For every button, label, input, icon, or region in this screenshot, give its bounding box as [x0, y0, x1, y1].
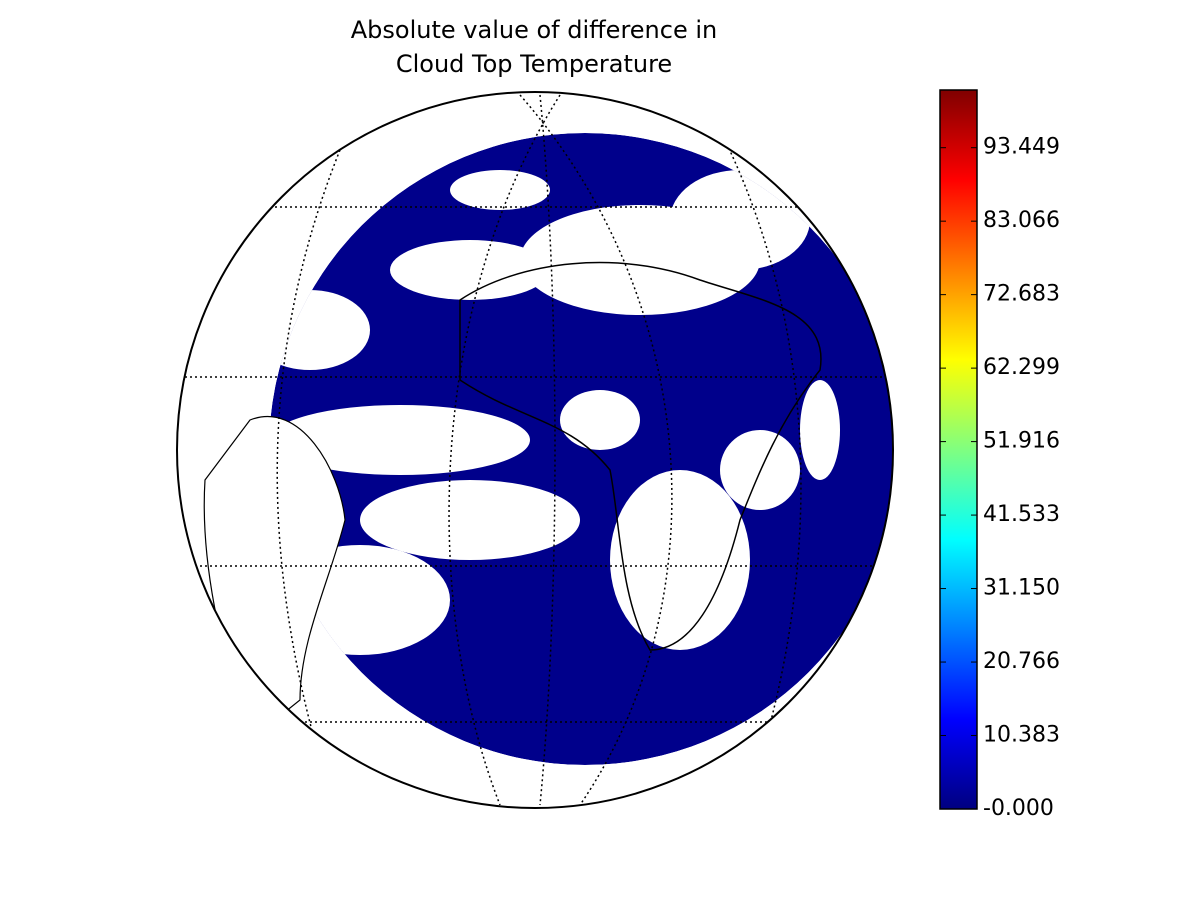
colorbar-tick-label: -0.000: [983, 796, 1054, 821]
colorbar-fill: [939, 89, 978, 810]
globe-edge: [176, 91, 894, 809]
colorbar-tick-label: 31.150: [983, 576, 1060, 601]
colorbar-tick-label: 93.449: [983, 135, 1060, 160]
colorbar-tick-label: 10.383: [983, 723, 1060, 748]
colorbar-tick-label: 51.916: [983, 429, 1060, 454]
colorbar-tick-label: 20.766: [983, 649, 1060, 674]
colorbar-tick-label: 41.533: [983, 502, 1060, 527]
colorbar-tick-label: 72.683: [983, 282, 1060, 307]
colorbar-tick-label: 83.066: [983, 208, 1060, 233]
title-line: Absolute value of difference in: [351, 16, 717, 44]
title-line: Cloud Top Temperature: [396, 50, 672, 78]
colorbar: -0.000 10.383 20.766 31.150 41.533 51.916 62.2…: [939, 89, 1060, 821]
colorbar-tick-label: 62.299: [983, 355, 1060, 380]
globe: [177, 92, 893, 808]
